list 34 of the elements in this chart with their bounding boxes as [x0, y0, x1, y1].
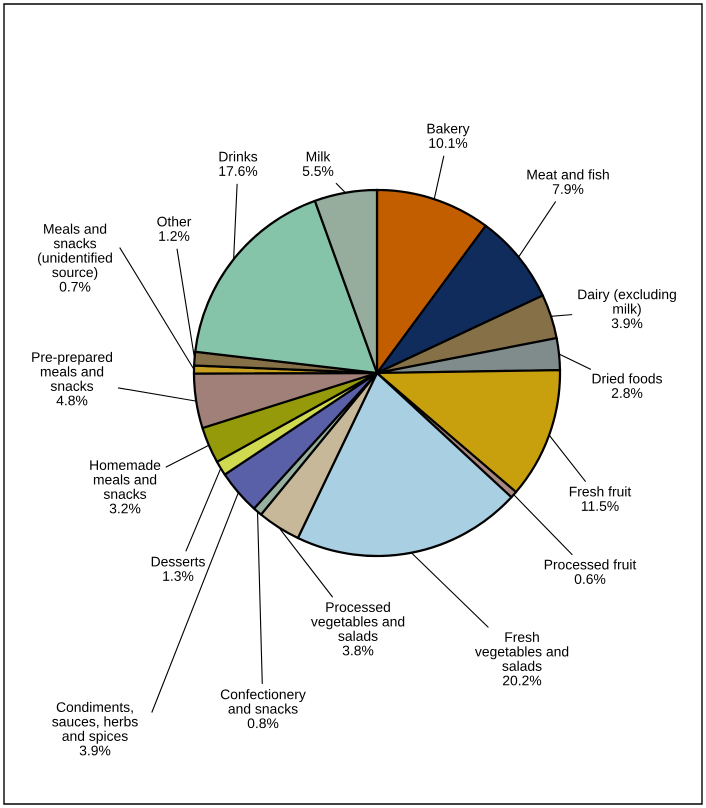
slice-label: Meat and fish [527, 169, 609, 180]
slice-label: Condiments, sauces, herbs and spices [52, 702, 138, 744]
slice-label: Desserts [152, 556, 205, 566]
data-label: 0.6% [574, 574, 606, 584]
slice-label: Fresh fruit [570, 486, 632, 496]
slice-label: Fresh vegetables and salads [474, 632, 568, 671]
data-label: 1.2% [159, 231, 190, 241]
data-label: 0.8% [248, 718, 278, 728]
slice-label: Bakery [428, 123, 470, 136]
slice-label: Other [157, 216, 192, 226]
slice-label: Meals and snacks (unidentified source) [38, 224, 112, 280]
data-label: 3.2% [110, 504, 140, 514]
slice-label: Processed fruit [544, 559, 636, 570]
data-label: 5.5% [302, 166, 334, 176]
data-label: 17.6% [219, 166, 258, 176]
data-label: 10.1% [429, 138, 468, 148]
slice-label: Homemade meals and snacks [90, 460, 160, 499]
data-label: 2.8% [612, 388, 642, 398]
slice-label: Drinks [219, 151, 258, 162]
slice-label: Processed vegetables and salads [310, 602, 404, 641]
data-label: 20.2% [503, 676, 542, 686]
slice-label: Dairy (excluding milk) [578, 289, 676, 316]
slice-label: Milk [306, 151, 330, 162]
slice-label: Pre-prepared meals and snacks [32, 352, 112, 391]
data-label: 11.5% [582, 501, 619, 511]
data-label: 7.9% [552, 184, 584, 194]
slice-label: Confectionery and snacks [220, 689, 306, 714]
data-label: 3.8% [342, 646, 374, 656]
data-label: 0.7% [60, 282, 90, 292]
data-label: 1.3% [163, 571, 194, 581]
slice-label: Dried foods [592, 373, 662, 384]
data-label: 3.9% [612, 318, 642, 328]
data-label: 3.9% [80, 746, 110, 756]
data-label: 4.8% [56, 396, 88, 406]
